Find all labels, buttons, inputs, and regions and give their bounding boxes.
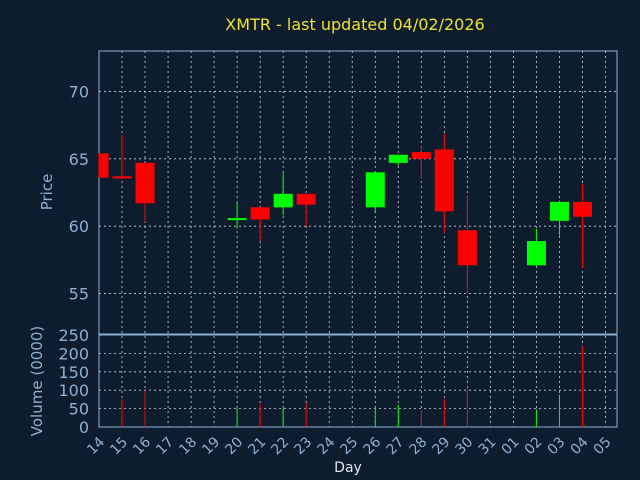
- x-tick-label: 21: [245, 434, 269, 458]
- volume-tick-label: 150: [58, 363, 89, 382]
- x-tick-label: 05: [591, 434, 615, 458]
- x-tick-label: 24: [314, 434, 338, 458]
- price-axis-label: Price: [38, 174, 56, 211]
- candle-body: [296, 193, 316, 205]
- volume-plot-frame: [98, 334, 618, 428]
- volume-tick-label: 100: [58, 381, 89, 400]
- x-tick-label: 03: [545, 434, 569, 458]
- x-tick-label: 01: [499, 434, 523, 458]
- x-tick-label: 15: [107, 434, 131, 458]
- volume-axis-label: Volume (0000): [28, 326, 46, 436]
- volume-tick-label: 0: [79, 418, 89, 437]
- price-tick-label: 70: [69, 82, 89, 101]
- candle-body: [99, 153, 109, 178]
- candle-body: [112, 176, 132, 179]
- candle-body: [526, 241, 546, 266]
- x-tick-label: 31: [476, 434, 500, 458]
- candle-body: [388, 154, 408, 163]
- x-tick-label: 25: [337, 434, 361, 458]
- x-tick-label: 23: [291, 434, 315, 458]
- volume-tick-label: 50: [69, 400, 89, 419]
- candle-body: [365, 172, 385, 208]
- candle-body: [411, 152, 431, 159]
- candle-body: [434, 149, 454, 212]
- price-tick-label: 55: [69, 285, 89, 304]
- x-tick-label: 14: [84, 434, 108, 458]
- x-tick-label: 04: [568, 434, 592, 458]
- x-axis-label: Day: [334, 460, 362, 476]
- x-tick-label: 22: [268, 434, 292, 458]
- candle-body: [250, 207, 270, 220]
- chart-title: XMTR - last updated 04/02/2026: [225, 15, 484, 34]
- price-tick-label: 65: [69, 150, 89, 169]
- x-tick-label: 16: [130, 434, 154, 458]
- x-tick-label: 26: [360, 434, 384, 458]
- x-tick-label: 29: [430, 434, 454, 458]
- x-tick-label: 27: [384, 434, 408, 458]
- price-tick-label: 60: [69, 217, 89, 236]
- x-tick-label: 17: [153, 434, 177, 458]
- price-plot-frame: [98, 50, 618, 335]
- candle-body: [572, 201, 592, 217]
- candle-body: [273, 193, 293, 208]
- x-tick-label: 19: [199, 434, 223, 458]
- candle-body: [457, 230, 477, 266]
- x-tick-label: 18: [176, 434, 200, 458]
- x-tick-label: 28: [407, 434, 431, 458]
- volume-tick-label: 200: [58, 344, 89, 363]
- volume-tick-label: 250: [58, 326, 89, 345]
- candle-body: [227, 218, 247, 221]
- x-tick-label: 20: [222, 434, 246, 458]
- x-tick-label: 30: [453, 434, 477, 458]
- candle-body: [549, 201, 569, 221]
- x-tick-label: 02: [522, 434, 546, 458]
- candle-body: [135, 162, 155, 204]
